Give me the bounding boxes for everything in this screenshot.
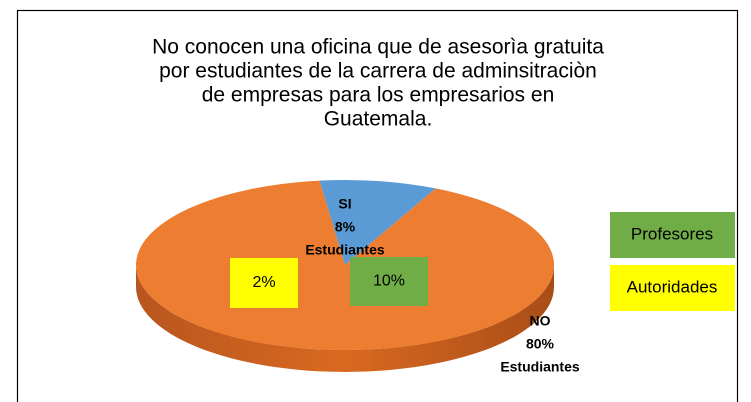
slice-group-label: Estudiantes <box>305 242 385 258</box>
chart-title: Guatemala. <box>324 108 433 131</box>
legend-box <box>610 212 735 258</box>
chart-title: por estudiantes de la carrera de adminsi… <box>159 60 597 83</box>
slice-value-label: 80% <box>526 336 555 352</box>
pie-side <box>136 265 554 372</box>
value-box-label: 2% <box>252 274 275 291</box>
slice-category: NO <box>530 313 551 329</box>
legend-box <box>610 265 735 311</box>
pie-slice <box>319 180 436 265</box>
value-box <box>350 257 428 306</box>
chart-title: No conocen una oficina que de asesorìa g… <box>152 36 604 59</box>
slice-group-label: Estudiantes <box>500 359 580 375</box>
slice-value-label: 8% <box>335 219 356 235</box>
legend-label: Profesores <box>631 224 713 243</box>
value-box <box>230 258 298 308</box>
value-box-label: 10% <box>373 273 405 290</box>
chart-title: de empresas para los empresarios en <box>202 84 555 107</box>
slice-category: SI <box>338 196 351 212</box>
legend-label: Autoridades <box>627 277 718 296</box>
